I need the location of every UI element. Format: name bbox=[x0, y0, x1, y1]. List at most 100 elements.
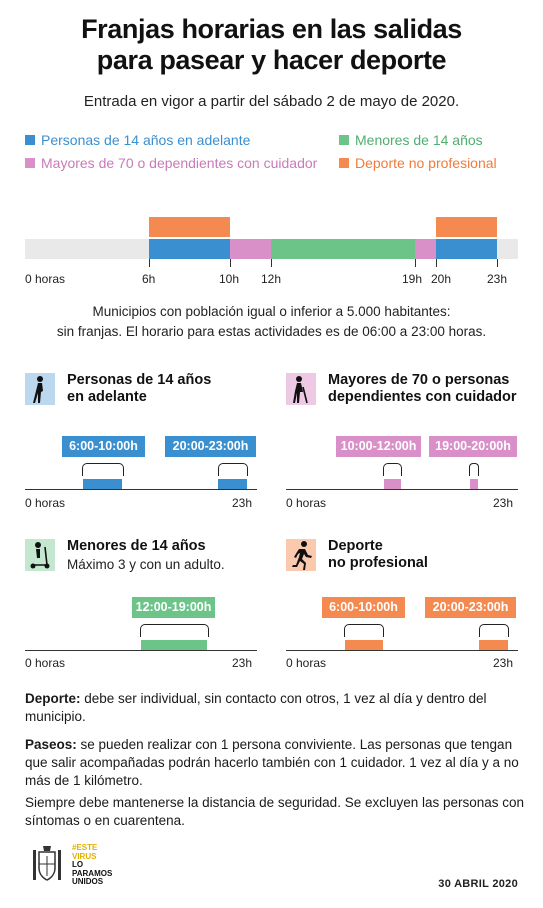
axis-end-label: 23h bbox=[493, 656, 514, 670]
panel-children: Menores de 14 años Máximo 3 y con un adu… bbox=[25, 538, 260, 678]
slot-segment bbox=[345, 640, 383, 650]
legend-item-sport: Deporte no profesional bbox=[339, 155, 497, 171]
elderly-cane-icon bbox=[286, 373, 316, 405]
subtitle: Entrada en vigor a partir del sábado 2 d… bbox=[83, 93, 460, 110]
tick-mark bbox=[230, 259, 231, 267]
axis-start-label: 0 horas bbox=[25, 656, 66, 670]
paseos-rule: Paseos: se pueden realizar con 1 persona… bbox=[25, 736, 525, 790]
panel-adults: Personas de 14 años en adelante 6:00-10:… bbox=[25, 372, 260, 512]
slot-segment bbox=[479, 640, 508, 650]
axis-line bbox=[286, 650, 518, 651]
paseos-text: se pueden realizar con 1 persona convivi… bbox=[25, 737, 519, 788]
deporte-label: Deporte: bbox=[25, 691, 81, 706]
tick-mark bbox=[497, 259, 498, 267]
title-line-1: Franjas horarias en las salidas bbox=[81, 14, 462, 44]
tick-label: 23h bbox=[487, 272, 508, 286]
axis-line bbox=[25, 650, 257, 651]
runner-icon bbox=[286, 539, 316, 571]
legend-item-adults: Personas de 14 años en adelante bbox=[25, 132, 250, 148]
axis-end-label: 23h bbox=[232, 656, 253, 670]
axis-end-label: 23h bbox=[232, 496, 253, 510]
coat-of-arms-icon bbox=[30, 842, 64, 886]
slot-segment bbox=[384, 479, 401, 489]
legend-swatch-pink bbox=[25, 158, 35, 168]
slot-label: 20:00-23:00h bbox=[425, 597, 516, 618]
logo-line: UNIDOS bbox=[72, 877, 104, 886]
axis-line bbox=[286, 489, 518, 490]
legend-label: Menores de 14 años bbox=[355, 132, 483, 148]
slot-bracket bbox=[140, 624, 209, 637]
slot-bracket bbox=[82, 463, 124, 476]
slot-segment bbox=[470, 479, 478, 489]
tick-mark bbox=[415, 259, 416, 267]
legend-label: Personas de 14 años en adelante bbox=[41, 132, 251, 148]
panel-title-line: Deporte bbox=[328, 538, 383, 554]
slot-bracket bbox=[479, 624, 509, 637]
legend-label: Mayores de 70 o dependientes con cuidado… bbox=[41, 155, 318, 171]
logo-line: VIRUS bbox=[72, 851, 97, 861]
small-municipalities-note: Municipios con población igual o inferio… bbox=[0, 302, 543, 342]
slot-label: 20:00-23:00h bbox=[165, 436, 256, 457]
scooter-child-icon bbox=[25, 539, 55, 571]
slot-segment bbox=[83, 479, 122, 489]
paseos-label: Paseos: bbox=[25, 737, 77, 752]
walking-person-icon bbox=[25, 373, 55, 405]
logo-line: #ESTE bbox=[72, 843, 98, 852]
slot-segment bbox=[218, 479, 247, 489]
axis-start-label: 0 horas bbox=[25, 496, 66, 510]
title-line-2: para pasear y hacer deporte bbox=[96, 45, 447, 75]
timeline-band-elderly-evening bbox=[415, 239, 436, 259]
timeline-band-adults-morning bbox=[149, 239, 230, 259]
legend-item-elderly: Mayores de 70 o dependientes con cuidado… bbox=[25, 155, 317, 171]
tick-label: 0 horas bbox=[25, 272, 66, 286]
page-title: Franjas horarias en las salidas para pas… bbox=[0, 14, 543, 76]
publication-date: 30 ABRIL 2020 bbox=[438, 878, 518, 890]
axis-line bbox=[25, 489, 257, 490]
panel-title-line: dependientes con cuidador bbox=[328, 389, 517, 405]
slot-bracket bbox=[469, 463, 479, 476]
tick-label: 10h bbox=[219, 272, 240, 286]
tick-mark bbox=[149, 259, 150, 267]
panel-title-line: en adelante bbox=[67, 389, 147, 405]
slot-label: 10:00-12:00h bbox=[336, 436, 421, 457]
panel-title: Menores de 14 años bbox=[67, 538, 206, 554]
axis-start-label: 0 horas bbox=[286, 656, 327, 670]
slot-bracket bbox=[344, 624, 384, 637]
tick-label: 12h bbox=[261, 272, 282, 286]
panel-title: Deporte no profesional bbox=[328, 538, 428, 572]
logo-line: LO bbox=[72, 860, 84, 869]
panel-title-line: no profesional bbox=[328, 555, 428, 571]
legend-item-children: Menores de 14 años bbox=[339, 132, 483, 148]
tick-label: 20h bbox=[431, 272, 452, 286]
panel-title: Mayores de 70 o personas dependientes co… bbox=[328, 372, 517, 406]
slot-label: 19:00-20:00h bbox=[429, 436, 517, 457]
panel-elderly: Mayores de 70 o personas dependientes co… bbox=[286, 372, 521, 512]
timeline-band-children bbox=[271, 239, 415, 259]
logo-line: PARAMOS bbox=[72, 868, 113, 878]
panel-sport: Deporte no profesional 6:00-10:00h 20:00… bbox=[286, 538, 521, 678]
tick-label: 19h bbox=[402, 272, 423, 286]
safety-note: Siempre debe mantenerse la distancia de … bbox=[25, 795, 525, 828]
tick-label: 6h bbox=[142, 272, 156, 286]
legend-swatch-orange bbox=[339, 158, 349, 168]
slot-label: 6:00-10:00h bbox=[322, 597, 405, 618]
note-line-1: Municipios con población igual o inferio… bbox=[92, 304, 451, 319]
axis-start-label: 0 horas bbox=[286, 496, 327, 510]
panel-title-line: Personas de 14 años bbox=[67, 372, 212, 388]
tick-mark bbox=[271, 259, 272, 267]
panel-title: Personas de 14 años en adelante bbox=[67, 372, 211, 406]
panel-title-line: Mayores de 70 o personas bbox=[328, 372, 510, 388]
legend-label: Deporte no profesional bbox=[355, 155, 497, 171]
timeline-band-elderly-morning bbox=[230, 239, 271, 259]
timeline-band-adults-evening bbox=[436, 239, 497, 259]
este-virus-logo: #ESTE VIRUS LO PARAMOS UNIDOS bbox=[72, 843, 113, 887]
tick-mark bbox=[436, 259, 437, 267]
deporte-rule: Deporte: debe ser individual, sin contac… bbox=[25, 690, 525, 726]
main-timeline bbox=[25, 215, 518, 285]
slot-label: 6:00-10:00h bbox=[62, 436, 145, 457]
panel-subtitle: Máximo 3 y con un adulto. bbox=[67, 557, 225, 572]
note-line-2: sin franjas. El horario para estas activ… bbox=[56, 324, 487, 339]
axis-end-label: 23h bbox=[493, 496, 514, 510]
timeline-band-sport-morning bbox=[149, 217, 230, 237]
deporte-text: debe ser individual, sin contacto con ot… bbox=[25, 691, 487, 724]
